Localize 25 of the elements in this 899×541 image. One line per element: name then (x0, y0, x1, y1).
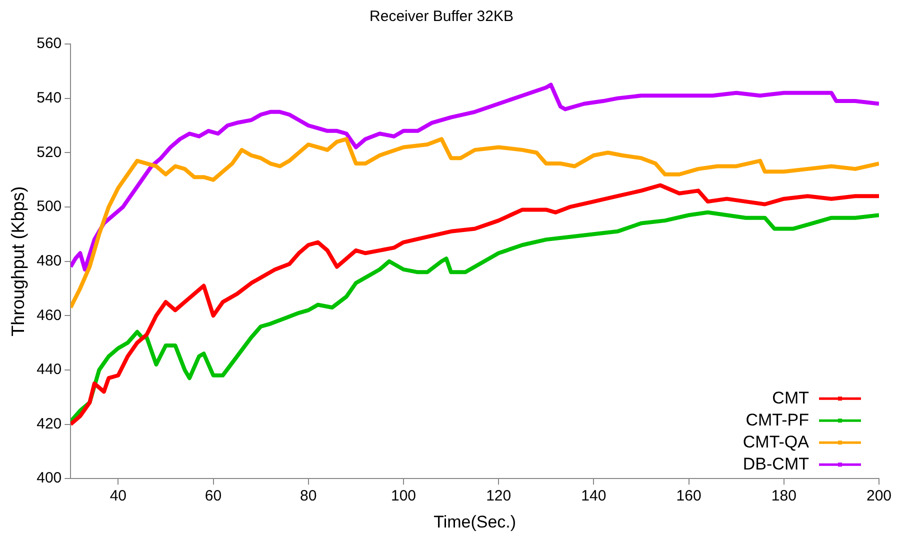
x-tick-label: 120 (486, 488, 512, 505)
y-tick-label: 500 (36, 198, 62, 216)
y-tick-label: 480 (36, 252, 62, 270)
legend-label: DB-CMT (742, 454, 809, 474)
x-tick-label: 200 (866, 488, 892, 505)
x-tick-label: 160 (676, 488, 702, 505)
y-tick-label: 420 (36, 415, 62, 432)
legend-label: CMT-PF (746, 410, 809, 430)
legend-label: CMT (772, 388, 809, 408)
y-tick-label: 560 (36, 35, 62, 52)
x-tick-label: 40 (110, 488, 127, 505)
y-tick-label: 520 (36, 144, 62, 161)
legend-label: CMT-QA (742, 432, 810, 452)
chart-title: Receiver Buffer 32KB (370, 8, 514, 26)
x-axis-title: Time(Sec.) (434, 512, 516, 532)
x-tick-label: 140 (581, 488, 606, 505)
y-axis-title: Throughput (Kbps) (8, 186, 28, 336)
y-tick-label: 440 (36, 361, 62, 378)
y-tick-label: 460 (36, 306, 62, 324)
x-tick-label: 180 (771, 488, 796, 505)
x-tick-label: 60 (204, 488, 222, 505)
y-tick-label: 540 (36, 89, 62, 106)
x-tick-label: 80 (300, 488, 317, 505)
x-tick-label: 100 (390, 488, 416, 505)
y-tick-label: 400 (36, 470, 62, 487)
